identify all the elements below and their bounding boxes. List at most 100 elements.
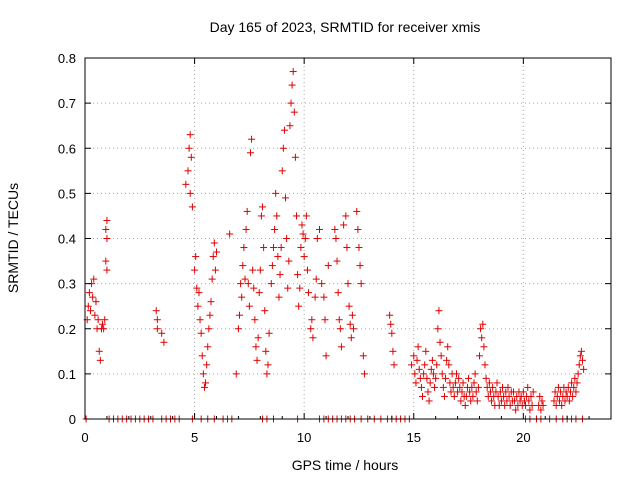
y-tick-label: 0.6 — [58, 141, 76, 156]
data-point — [565, 397, 573, 405]
data-point — [273, 212, 281, 220]
data-point — [575, 361, 583, 369]
x-tick-label: 20 — [516, 430, 530, 445]
chart-title: Day 165 of 2023, SRMTID for receiver xmi… — [210, 19, 481, 35]
data-point — [419, 392, 427, 400]
data-point — [357, 280, 365, 288]
data-point — [480, 343, 488, 351]
data-point — [298, 221, 306, 229]
axis-ticks: 0 0.1 0.2 0.3 0.4 0.5 0.6 0.7 0.8 0 5 10 15 20 — [58, 51, 612, 445]
data-point — [482, 374, 490, 382]
data-point — [458, 388, 466, 396]
data-point — [188, 203, 196, 211]
data-point — [294, 271, 302, 279]
data-point — [238, 293, 246, 301]
data-point — [101, 316, 109, 324]
data-point — [318, 280, 326, 288]
data-point — [506, 401, 514, 409]
data-point — [353, 207, 361, 215]
data-point — [434, 325, 442, 333]
data-point — [472, 388, 480, 396]
data-point — [512, 406, 520, 414]
data-point — [333, 257, 341, 265]
data-point — [252, 343, 260, 351]
data-point — [248, 135, 256, 143]
data-point — [439, 383, 447, 391]
data-point — [187, 153, 195, 161]
data-point — [262, 347, 270, 355]
data-point — [192, 253, 200, 261]
data-point — [558, 401, 566, 409]
data-point — [303, 266, 311, 274]
data-point — [296, 284, 304, 292]
data-point — [295, 302, 303, 310]
data-point — [573, 379, 581, 387]
data-point — [290, 108, 298, 116]
data-point — [539, 401, 547, 409]
data-point — [459, 379, 467, 387]
data-point — [240, 244, 248, 252]
data-point — [388, 329, 396, 337]
data-point — [271, 225, 279, 233]
data-point — [421, 361, 429, 369]
data-point — [274, 253, 282, 261]
data-point — [206, 311, 214, 319]
data-point — [470, 379, 478, 387]
data-point — [417, 383, 425, 391]
data-point — [348, 311, 356, 319]
data-point — [186, 131, 194, 139]
data-point — [268, 262, 276, 270]
data-point — [152, 307, 160, 315]
data-point — [184, 167, 192, 175]
data-point — [437, 352, 445, 360]
data-point — [243, 207, 251, 215]
data-point — [200, 383, 208, 391]
data-point — [354, 225, 362, 233]
data-point — [255, 289, 263, 297]
data-point — [287, 99, 295, 107]
data-point — [320, 293, 328, 301]
data-point — [423, 374, 431, 382]
data-point — [301, 235, 309, 242]
data-point — [536, 392, 544, 400]
data-point — [488, 397, 496, 405]
data-point — [389, 347, 397, 355]
data-point — [580, 365, 588, 373]
data-point — [519, 388, 527, 396]
data-point — [455, 374, 463, 382]
data-point — [468, 383, 476, 391]
data-point — [570, 383, 578, 391]
data-point — [450, 392, 458, 400]
data-point — [96, 356, 104, 364]
data-point — [345, 302, 353, 310]
data-point — [300, 253, 308, 261]
data-point — [428, 356, 436, 364]
data-point — [572, 388, 580, 396]
data-point — [322, 352, 330, 360]
y-tick-label: 0.4 — [58, 232, 76, 247]
data-point — [185, 144, 193, 152]
data-point — [445, 361, 453, 369]
data-point — [299, 230, 307, 238]
data-point — [257, 212, 265, 220]
y-tick-label: 0.7 — [58, 96, 76, 111]
data-point — [435, 307, 443, 315]
data-point — [356, 262, 364, 270]
data-point — [237, 280, 245, 288]
data-point — [256, 266, 264, 274]
data-point — [308, 316, 316, 324]
data-point — [414, 343, 422, 351]
plot-frame — [84, 57, 612, 420]
data-point — [525, 397, 533, 405]
data-point — [199, 370, 207, 378]
x-tick-label: 15 — [407, 430, 421, 445]
data-point — [197, 329, 205, 337]
data-point — [209, 253, 217, 261]
data-point — [471, 370, 479, 378]
data-point — [316, 225, 324, 233]
data-point — [465, 374, 473, 382]
data-point — [324, 262, 332, 270]
data-point — [528, 401, 536, 409]
data-point — [246, 149, 254, 157]
